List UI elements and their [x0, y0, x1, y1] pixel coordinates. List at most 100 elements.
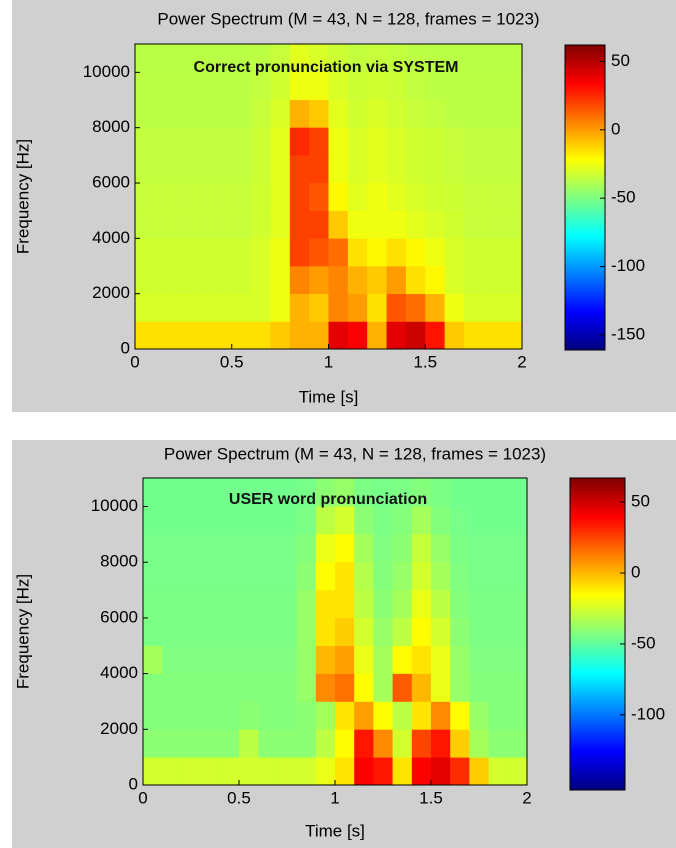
heatmap-cell: [405, 321, 426, 350]
heatmap-cell: [507, 617, 528, 646]
heatmap-cell: [367, 265, 388, 295]
heatmap-cell: [309, 238, 329, 267]
heatmap-cell: [431, 505, 451, 535]
heatmap-cell: [162, 701, 182, 730]
heatmap-cell: [463, 293, 484, 322]
colorbar-tick-label: -150: [611, 324, 645, 343]
heatmap-cell: [315, 533, 336, 563]
heatmap-cell: [488, 561, 509, 591]
heatmap-cell: [143, 533, 163, 563]
heatmap-cell: [469, 757, 490, 786]
heatmap-cell: [193, 293, 213, 322]
colorbar: [569, 477, 626, 791]
heatmap-cell: [347, 238, 368, 267]
heatmap-cell: [270, 265, 291, 295]
heatmap-cell: [296, 673, 317, 702]
heatmap-cell: [239, 505, 259, 535]
heatmap-cell: [135, 182, 155, 211]
heatmap-cell: [181, 561, 202, 591]
heatmap-cell: [392, 505, 413, 535]
heatmap-cell: [431, 589, 451, 619]
heatmap-cell: [450, 701, 470, 730]
heatmap-cell: [231, 182, 252, 211]
heatmap-cell: [392, 757, 413, 786]
heatmap-cell: [347, 127, 368, 156]
heatmap-cell: [335, 561, 355, 591]
heatmap-cell: [239, 757, 259, 786]
heatmap-cell: [143, 589, 163, 619]
heatmap-cell: [450, 533, 470, 563]
heatmap-cell: [507, 673, 528, 702]
heatmap-cell: [219, 561, 240, 591]
x-tick-label: 0.5: [220, 352, 244, 371]
heatmap-cell: [367, 44, 388, 73]
heatmap-cell: [296, 561, 317, 591]
heatmap-cell: [315, 505, 336, 535]
heatmap-cell: [405, 154, 426, 184]
heatmap-cell: [488, 533, 509, 563]
heatmap-cell: [335, 533, 355, 563]
heatmap-cell: [347, 182, 368, 211]
heatmap-cell: [135, 293, 155, 322]
heatmap-cell: [289, 44, 310, 73]
heatmap-cell: [392, 533, 413, 563]
heatmap-cell: [411, 478, 432, 507]
heatmap-cell: [488, 478, 509, 507]
heatmap-cell: [173, 127, 194, 156]
heatmap-cell: [143, 561, 163, 591]
heatmap-cell: [328, 293, 349, 322]
heatmap-cell: [469, 645, 490, 674]
heatmap-cell: [367, 321, 388, 350]
heatmap-cell: [212, 210, 233, 239]
heatmap-cell: [328, 210, 349, 239]
x-axis-label: Time [s]: [305, 821, 365, 840]
heatmap-cell: [270, 99, 291, 128]
heatmap-cell: [463, 238, 484, 267]
heatmap-cell: [219, 701, 240, 730]
heatmap-cell: [309, 44, 329, 73]
heatmap-cell: [507, 478, 528, 507]
heatmap-cell: [463, 210, 484, 239]
colorbar-tick-label: -50: [611, 188, 636, 207]
heatmap-cell: [507, 589, 528, 619]
heatmap-cell: [483, 44, 504, 73]
heatmap-cell: [444, 321, 465, 350]
heatmap-cell: [347, 265, 368, 295]
heatmap-cell: [200, 478, 221, 507]
heatmap-cell: [483, 99, 504, 128]
heatmap-cell: [277, 617, 298, 646]
x-tick-label: 2: [517, 352, 526, 371]
heatmap-cell: [162, 589, 182, 619]
heatmap-cell: [277, 729, 298, 758]
heatmap-cell: [277, 533, 298, 563]
heatmap-cell: [143, 645, 163, 674]
heatmap-cell: [411, 505, 432, 535]
heatmap-cell: [154, 44, 175, 73]
heatmap-cell: [200, 701, 221, 730]
heatmap-cell: [405, 71, 426, 100]
heatmap-cell: [392, 561, 413, 591]
heatmap-cell: [154, 182, 175, 211]
heatmap-cell: [469, 505, 490, 535]
heatmap-cell: [289, 321, 310, 350]
heatmap-cell: [231, 321, 252, 350]
heatmap-cell: [143, 757, 163, 786]
heatmap-cell: [425, 321, 446, 350]
heatmap-cell: [463, 265, 484, 295]
heatmap-cell: [231, 71, 252, 100]
heatmap-cell: [469, 561, 490, 591]
heatmap-cell: [444, 99, 465, 128]
heatmap-cell: [181, 757, 202, 786]
heatmap-cell: [270, 71, 291, 100]
x-axis-label: Time [s]: [299, 387, 359, 406]
heatmap-cell: [483, 321, 504, 350]
heatmap-cell: [143, 478, 163, 507]
heatmap-cell: [488, 645, 509, 674]
heatmap-cell: [354, 757, 374, 786]
heatmap-cell: [162, 533, 182, 563]
heatmap-cell: [277, 757, 298, 786]
heatmap-cell: [173, 99, 194, 128]
y-tick-label: 4000: [92, 228, 130, 247]
heatmap-cell: [181, 645, 202, 674]
heatmap-cell: [411, 645, 432, 674]
